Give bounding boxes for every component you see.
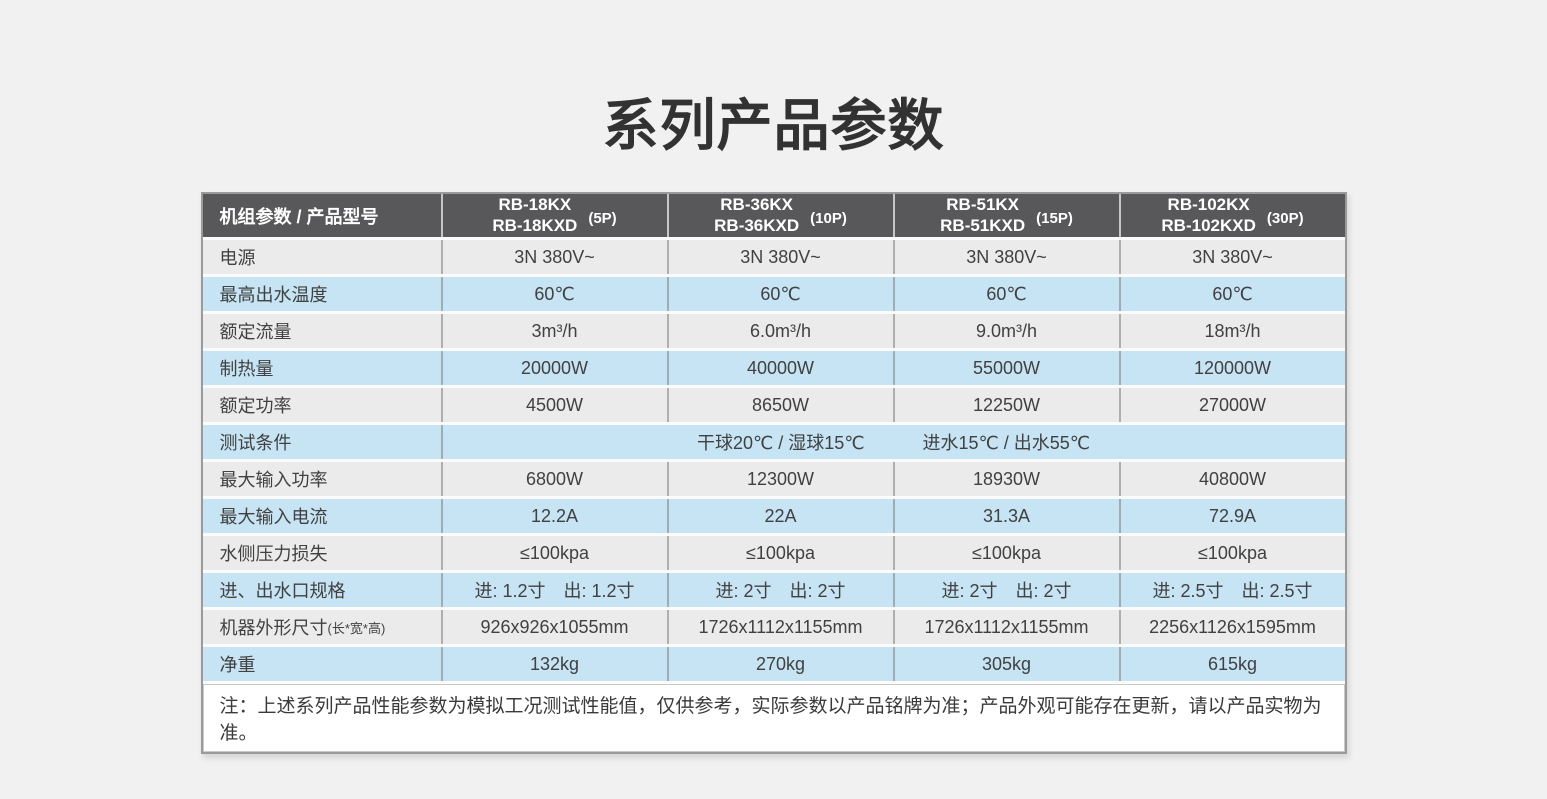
row-value: 72.9A (1118, 499, 1345, 534)
row-value: 40800W (1118, 462, 1345, 497)
table-row-water-pressure-loss: 水侧压力损失 ≤100kpa ≤100kpa ≤100kpa ≤100kpa (202, 536, 1345, 571)
row-value: 12.2A (440, 499, 667, 534)
row-value: 9.0m³/h (892, 314, 1119, 349)
model-name-line2: RB-51KXD (940, 215, 1026, 235)
table-row-inlet-outlet-spec: 进、出水口规格 进: 1.2寸 出: 1.2寸 进: 2寸 出: 2寸 进: 2… (202, 573, 1345, 608)
row-value: 6.0m³/h (666, 314, 893, 349)
model-hp-label: (30P) (1266, 209, 1304, 227)
table-row-rated-flow: 额定流量 3m³/h 6.0m³/h 9.0m³/h 18m³/h (202, 314, 1345, 349)
model-name-line1: RB-51KX (946, 195, 1020, 215)
row-value: 1726x1112x1155mm (892, 610, 1119, 645)
row-label: 电源 (202, 240, 441, 275)
row-label: 净重 (202, 647, 441, 682)
row-value: 120000W (1118, 351, 1345, 386)
table-row-max-input-power: 最大输入功率 6800W 12300W 18930W 40800W (202, 462, 1345, 497)
table-row-net-weight: 净重 132kg 270kg 305kg 615kg (202, 647, 1345, 682)
row-value: 6800W (440, 462, 667, 497)
page-title: 系列产品参数 (602, 94, 945, 157)
row-label: 机器外形尺寸 (长*宽*高) (202, 610, 441, 645)
model-name-line1: RB-36KX (720, 195, 794, 215)
model-names: RB-102KX RB-102KXD (1161, 195, 1255, 236)
row-value: 4500W (440, 388, 667, 423)
row-value: 3N 380V~ (440, 240, 667, 275)
test-condition-air: 干球20℃ / 湿球15℃ (697, 433, 865, 454)
row-value: 60℃ (440, 277, 667, 312)
row-value: 进: 2寸 出: 2寸 (892, 573, 1119, 608)
header-model-rb18: RB-18KX RB-18KXD (5P) (440, 194, 667, 238)
row-value: 60℃ (892, 277, 1119, 312)
row-value: ≤100kpa (1118, 536, 1345, 571)
row-value: 22A (666, 499, 893, 534)
row-label: 额定流量 (202, 314, 441, 349)
test-conditions-value: 干球20℃ / 湿球15℃ 进水15℃ / 出水55℃ (440, 425, 1345, 460)
row-value: 12250W (892, 388, 1119, 423)
row-value: 60℃ (1118, 277, 1345, 312)
row-value: 40000W (666, 351, 893, 386)
row-value: 12300W (666, 462, 893, 497)
table-row-heating-capacity: 制热量 20000W 40000W 55000W 120000W (202, 351, 1345, 386)
row-value: 8650W (666, 388, 893, 423)
model-name-line2: RB-18KXD (492, 215, 578, 235)
row-value: ≤100kpa (892, 536, 1119, 571)
row-label: 最大输入电流 (202, 499, 441, 534)
model-hp-label: (15P) (1036, 209, 1073, 227)
row-value: 132kg (440, 647, 667, 682)
model-name-line2: RB-102KXD (1161, 215, 1256, 235)
table-footnote: 注：上述系列产品性能参数为模拟工况测试性能值，仅供参考，实际参数以产品铭牌为准；… (202, 684, 1345, 753)
table-row-max-input-current: 最大输入电流 12.2A 22A 31.3A 72.9A (202, 499, 1345, 534)
row-label: 测试条件 (202, 425, 441, 460)
product-spec-table: 机组参数 / 产品型号 RB-18KX RB-18KXD (5P) RB-36K… (200, 192, 1347, 755)
header-model-rb102: RB-102KX RB-102KXD (30P) (1118, 194, 1345, 238)
model-name-line1: RB-102KX (1167, 195, 1250, 215)
model-name-line1: RB-18KX (498, 195, 572, 215)
row-label: 水侧压力损失 (202, 536, 441, 571)
table-row-max-outlet-temp: 最高出水温度 60℃ 60℃ 60℃ 60℃ (202, 277, 1345, 312)
row-label-main: 机器外形尺寸 (219, 618, 328, 639)
row-value: ≤100kpa (440, 536, 667, 571)
test-condition-water: 进水15℃ / 出水55℃ (922, 433, 1090, 454)
row-value: 60℃ (666, 277, 893, 312)
row-label: 最大输入功率 (202, 462, 441, 497)
header-model-rb36: RB-36KX RB-36KXD (10P) (666, 194, 893, 238)
table-row-power-supply: 电源 3N 380V~ 3N 380V~ 3N 380V~ 3N 380V~ (202, 240, 1345, 275)
table-row-dimensions: 机器外形尺寸 (长*宽*高) 926x926x1055mm 1726x1112x1… (202, 610, 1345, 645)
row-value: 270kg (666, 647, 893, 682)
row-label: 最高出水温度 (202, 277, 441, 312)
table-row-test-conditions: 测试条件 干球20℃ / 湿球15℃ 进水15℃ / 出水55℃ (202, 425, 1345, 460)
table-header-row: 机组参数 / 产品型号 RB-18KX RB-18KXD (5P) RB-36K… (202, 194, 1345, 238)
row-value: 18m³/h (1118, 314, 1345, 349)
row-value: 1726x1112x1155mm (666, 610, 893, 645)
model-names: RB-36KX RB-36KXD (714, 195, 799, 236)
row-value: 926x926x1055mm (440, 610, 667, 645)
row-value: 进: 2寸 出: 2寸 (666, 573, 893, 608)
model-names: RB-51KX RB-51KXD (940, 195, 1025, 236)
row-value: 进: 2.5寸 出: 2.5寸 (1118, 573, 1345, 608)
row-value: 3N 380V~ (892, 240, 1119, 275)
table-row-rated-power: 额定功率 4500W 8650W 12250W 27000W (202, 388, 1345, 423)
row-value: 27000W (1118, 388, 1345, 423)
model-hp-label: (10P) (810, 209, 847, 227)
row-value: 3N 380V~ (666, 240, 893, 275)
row-label-suffix: (长*宽*高) (327, 620, 386, 636)
row-value: 31.3A (892, 499, 1119, 534)
header-param-label: 机组参数 / 产品型号 (202, 194, 441, 238)
model-names: RB-18KX RB-18KXD (492, 195, 577, 236)
row-value: 55000W (892, 351, 1119, 386)
row-label: 制热量 (202, 351, 441, 386)
row-value: 2256x1126x1595mm (1118, 610, 1345, 645)
row-value: 3N 380V~ (1118, 240, 1345, 275)
row-value: 3m³/h (440, 314, 667, 349)
row-label: 额定功率 (202, 388, 441, 423)
row-value: 305kg (892, 647, 1119, 682)
model-hp-label: (5P) (588, 209, 617, 227)
row-value: 进: 1.2寸 出: 1.2寸 (440, 573, 667, 608)
row-value: 615kg (1118, 647, 1345, 682)
header-model-rb51: RB-51KX RB-51KXD (15P) (892, 194, 1119, 238)
row-label: 进、出水口规格 (202, 573, 441, 608)
model-name-line2: RB-36KXD (714, 215, 800, 235)
row-value: 18930W (892, 462, 1119, 497)
row-value: ≤100kpa (666, 536, 893, 571)
row-value: 20000W (440, 351, 667, 386)
